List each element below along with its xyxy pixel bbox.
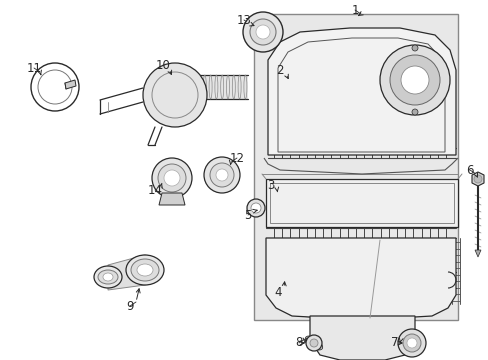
Circle shape — [163, 170, 180, 186]
Ellipse shape — [131, 259, 159, 281]
Text: 11: 11 — [26, 62, 41, 75]
Ellipse shape — [137, 264, 153, 276]
Circle shape — [473, 175, 481, 183]
Ellipse shape — [305, 336, 314, 344]
Text: 14: 14 — [147, 184, 162, 197]
Text: 9: 9 — [126, 300, 134, 312]
Text: 5: 5 — [244, 208, 251, 221]
Circle shape — [400, 66, 428, 94]
Circle shape — [256, 25, 269, 39]
Circle shape — [406, 338, 416, 348]
Polygon shape — [471, 172, 483, 186]
Circle shape — [249, 19, 275, 45]
Ellipse shape — [313, 342, 322, 350]
Polygon shape — [108, 255, 158, 290]
Circle shape — [158, 164, 185, 192]
Polygon shape — [265, 238, 455, 320]
Ellipse shape — [126, 255, 163, 285]
Circle shape — [209, 163, 234, 187]
Text: 8: 8 — [295, 337, 302, 350]
Text: 10: 10 — [155, 59, 170, 72]
Circle shape — [243, 12, 283, 52]
Text: 4: 4 — [274, 285, 281, 298]
Circle shape — [142, 63, 206, 127]
Polygon shape — [309, 316, 414, 360]
Circle shape — [411, 45, 417, 51]
Text: 7: 7 — [390, 337, 398, 350]
Ellipse shape — [103, 273, 113, 281]
Bar — [253, 14, 457, 320]
Polygon shape — [65, 80, 76, 89]
Text: 6: 6 — [465, 163, 473, 176]
Ellipse shape — [98, 270, 118, 284]
Ellipse shape — [94, 266, 122, 288]
Polygon shape — [474, 250, 480, 257]
Circle shape — [250, 203, 261, 213]
Circle shape — [216, 169, 227, 181]
Text: 3: 3 — [267, 179, 274, 192]
Bar — [195, 75, 247, 99]
Bar — [269, 183, 453, 223]
Circle shape — [152, 158, 192, 198]
Text: 2: 2 — [276, 63, 283, 77]
Circle shape — [309, 339, 317, 347]
Circle shape — [397, 329, 425, 357]
Circle shape — [246, 199, 264, 217]
Circle shape — [203, 157, 240, 193]
Text: 12: 12 — [229, 152, 244, 165]
Circle shape — [379, 45, 449, 115]
Text: 13: 13 — [236, 14, 251, 27]
Circle shape — [305, 335, 321, 351]
Polygon shape — [159, 193, 184, 205]
Circle shape — [389, 55, 439, 105]
Circle shape — [411, 109, 417, 115]
Text: 1: 1 — [350, 4, 358, 17]
Bar — [265, 179, 457, 227]
Circle shape — [402, 334, 420, 352]
Polygon shape — [267, 28, 455, 155]
